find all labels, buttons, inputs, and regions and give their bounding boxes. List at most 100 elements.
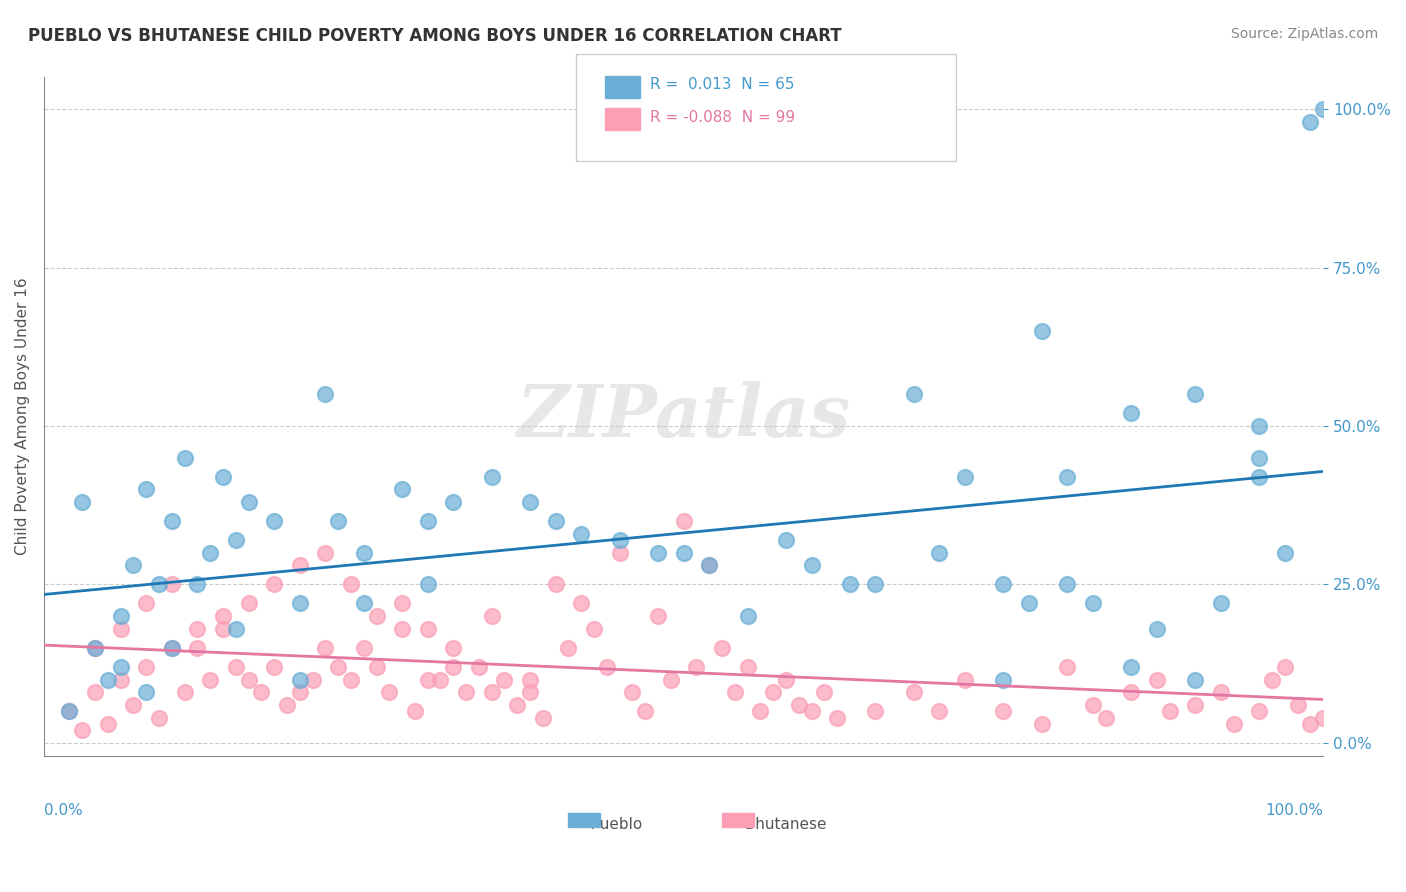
Point — [110, 660, 132, 674]
Point — [84, 685, 107, 699]
Point — [531, 710, 554, 724]
Point — [494, 673, 516, 687]
Point — [838, 577, 860, 591]
Point — [1299, 717, 1322, 731]
Point — [1081, 698, 1104, 712]
Point — [288, 685, 311, 699]
Point — [519, 685, 541, 699]
Point — [212, 469, 235, 483]
Point — [825, 710, 848, 724]
Point — [800, 704, 823, 718]
Point — [1121, 685, 1143, 699]
Point — [749, 704, 772, 718]
Point — [225, 533, 247, 547]
Point — [135, 685, 157, 699]
Point — [238, 673, 260, 687]
Point — [993, 704, 1015, 718]
Point — [659, 673, 682, 687]
Point — [787, 698, 810, 712]
Point — [1261, 673, 1284, 687]
Point — [1184, 673, 1206, 687]
Point — [314, 546, 336, 560]
Point — [481, 685, 503, 699]
Point — [1184, 387, 1206, 401]
Point — [468, 660, 491, 674]
Point — [737, 609, 759, 624]
Point — [1249, 469, 1271, 483]
Bar — [568, 814, 600, 827]
Point — [1031, 717, 1053, 731]
Point — [173, 685, 195, 699]
Point — [953, 469, 976, 483]
Point — [122, 558, 145, 573]
Point — [697, 558, 720, 573]
Point — [212, 609, 235, 624]
Point — [186, 622, 208, 636]
Point — [1094, 710, 1116, 724]
Point — [263, 660, 285, 674]
Point — [148, 577, 170, 591]
Point — [775, 533, 797, 547]
Point — [301, 673, 323, 687]
Point — [1031, 324, 1053, 338]
Text: R = -0.088  N = 99: R = -0.088 N = 99 — [650, 111, 794, 125]
Text: ZIPatlas: ZIPatlas — [516, 381, 851, 452]
Point — [135, 483, 157, 497]
Point — [441, 495, 464, 509]
Point — [441, 660, 464, 674]
Point — [238, 597, 260, 611]
Point — [212, 622, 235, 636]
Point — [160, 577, 183, 591]
Point — [276, 698, 298, 712]
Point — [519, 495, 541, 509]
Point — [1312, 710, 1334, 724]
Point — [737, 660, 759, 674]
Point — [569, 526, 592, 541]
Point — [135, 597, 157, 611]
Point — [416, 673, 439, 687]
Point — [110, 673, 132, 687]
Point — [416, 622, 439, 636]
Point — [953, 673, 976, 687]
Point — [378, 685, 401, 699]
Point — [813, 685, 835, 699]
Point — [135, 660, 157, 674]
Y-axis label: Child Poverty Among Boys Under 16: Child Poverty Among Boys Under 16 — [15, 277, 30, 556]
Point — [775, 673, 797, 687]
Point — [366, 660, 388, 674]
Point — [506, 698, 529, 712]
Point — [647, 546, 669, 560]
Point — [391, 597, 413, 611]
Point — [454, 685, 477, 699]
Point — [404, 704, 426, 718]
Point — [1209, 597, 1232, 611]
Point — [263, 514, 285, 528]
Point — [366, 609, 388, 624]
Point — [97, 673, 120, 687]
Point — [1146, 622, 1168, 636]
Point — [1299, 115, 1322, 129]
Point — [340, 577, 363, 591]
Point — [110, 609, 132, 624]
Point — [250, 685, 273, 699]
Point — [1056, 660, 1078, 674]
Text: Bhutanese: Bhutanese — [735, 816, 827, 831]
Point — [569, 597, 592, 611]
Point — [697, 558, 720, 573]
Point — [1056, 469, 1078, 483]
Point — [160, 640, 183, 655]
Point — [1159, 704, 1181, 718]
Point — [328, 514, 350, 528]
Point — [353, 597, 375, 611]
Point — [1249, 419, 1271, 434]
Point — [58, 704, 80, 718]
Point — [160, 640, 183, 655]
Text: Pueblo: Pueblo — [581, 816, 643, 831]
Point — [186, 640, 208, 655]
Point — [647, 609, 669, 624]
Point — [353, 640, 375, 655]
Point — [1146, 673, 1168, 687]
Text: R =  0.013  N = 65: R = 0.013 N = 65 — [650, 78, 794, 92]
Point — [72, 495, 94, 509]
Point — [58, 704, 80, 718]
